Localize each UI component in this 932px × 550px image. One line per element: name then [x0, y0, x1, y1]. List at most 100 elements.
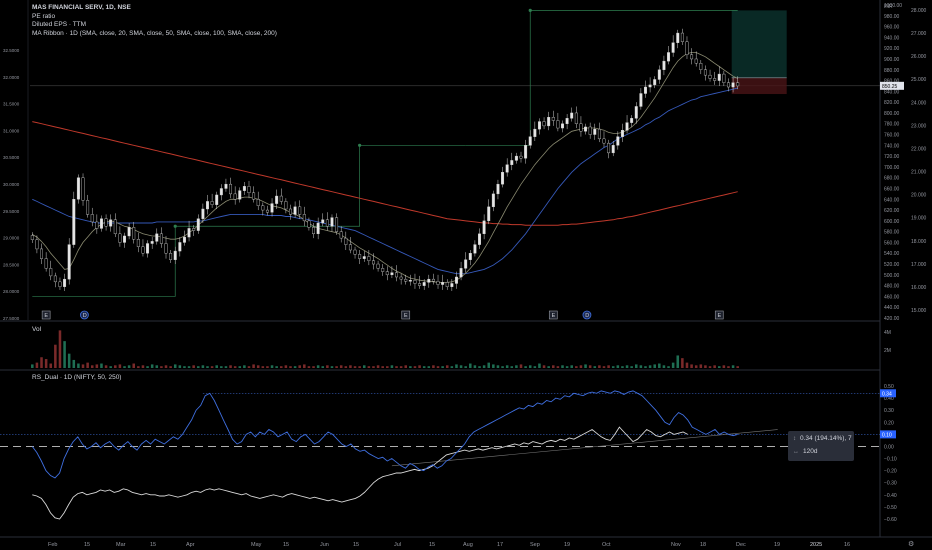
volume-bar	[671, 362, 675, 368]
price-tick-label: 800.00	[884, 111, 900, 117]
volume-bar	[192, 365, 195, 368]
candle-body	[307, 220, 311, 228]
rs-dual-label[interactable]: RS_Dual · 1D (NIFTY, 50, 250)	[32, 374, 122, 381]
rs-value-tag-text: 0.34	[882, 391, 892, 397]
candle-body	[118, 233, 122, 243]
volume-bar	[293, 366, 297, 368]
eps-scale-tick: 26.000	[911, 54, 927, 60]
eps-scale-tick: 18.000	[911, 239, 927, 245]
eps-scale-tick: 27.000	[911, 31, 927, 37]
candle-body	[634, 106, 638, 119]
volume-bar	[621, 366, 624, 368]
volume-bar	[699, 364, 703, 368]
volume-bar	[681, 358, 684, 368]
volume-bar	[146, 366, 149, 368]
candle-body	[510, 160, 514, 165]
price-tick-label: 660.00	[884, 186, 900, 192]
volume-bar	[238, 366, 242, 368]
volume-bar	[183, 366, 186, 368]
volume-bar	[575, 366, 578, 368]
pe-ratio-label[interactable]: PE ratio	[32, 12, 56, 20]
price-tick-label: 760.00	[884, 133, 900, 139]
candle-body	[459, 268, 463, 278]
candle-body	[178, 242, 182, 252]
candle-body	[206, 201, 209, 210]
pe-scale-tick: 28.0000	[3, 289, 20, 294]
x-tick-label: 15	[150, 542, 156, 548]
drawing-anchor	[528, 8, 532, 12]
candle-body	[132, 227, 136, 240]
candle-body	[35, 239, 39, 250]
candle-body	[519, 155, 523, 159]
candle-body	[362, 256, 366, 259]
candle-body	[694, 58, 698, 64]
eps-scale-tick: 16.000	[911, 285, 927, 291]
candle-body	[487, 206, 491, 222]
volume-bar	[625, 365, 629, 368]
ma-ribbon-label[interactable]: MA Ribbon · 1D (SMA, close, 20, SMA, clo…	[32, 29, 277, 37]
x-tick-label: Oct	[602, 542, 611, 548]
eps-scale-tick: 17.000	[911, 262, 927, 268]
price-tick-label: 820.00	[884, 100, 900, 106]
volume-bar	[570, 365, 573, 368]
candle-body	[644, 86, 647, 94]
candle-body	[528, 136, 532, 146]
candle-body	[44, 258, 48, 269]
rs-trendline	[391, 429, 778, 467]
volume-bar	[77, 363, 80, 368]
candle-body	[468, 253, 472, 260]
candle-body	[321, 219, 325, 224]
volume-bar	[160, 366, 163, 368]
volume-bar	[501, 366, 504, 368]
price-tick-label: 500.00	[884, 273, 900, 279]
x-tick-label: Dec	[736, 542, 746, 548]
candle-body	[192, 228, 196, 231]
candle-body	[597, 128, 601, 140]
event-badge-letter: D	[585, 313, 589, 319]
earnings-badge	[548, 310, 558, 320]
volume-bar	[243, 365, 246, 368]
candle-body	[210, 201, 214, 205]
volume-bar	[326, 365, 329, 368]
symbol-title[interactable]: MAS FINANCIAL SERV, 1D, NSE	[32, 4, 131, 11]
candle-body	[464, 259, 468, 269]
candle-body	[620, 129, 624, 137]
dividend-badge	[582, 310, 592, 320]
volume-bar	[611, 366, 615, 368]
volume-bar	[515, 365, 518, 368]
candle-body	[372, 260, 375, 265]
candle-body	[233, 193, 237, 200]
rs-tick-label: 0.50	[884, 384, 894, 390]
drawing-anchor	[173, 224, 177, 228]
candle-body	[109, 219, 113, 227]
price-tick-label: 920.00	[884, 46, 900, 52]
eps-label[interactable]: Diluted EPS · TTM	[32, 21, 87, 29]
candle-body	[58, 281, 62, 287]
pe-scale-tick: 31.5000	[3, 102, 20, 107]
volume-bar	[256, 365, 260, 368]
volume-bar	[602, 366, 606, 368]
candle-body	[123, 235, 126, 243]
sma200-line	[32, 121, 738, 226]
price-tick-label: 1000.00	[884, 3, 902, 9]
eps-scale-tick: 21.000	[911, 170, 927, 176]
candle-body	[63, 278, 67, 287]
rs-tick-label: −0.20	[884, 469, 897, 475]
volume-bar	[381, 366, 384, 368]
volume-bar	[616, 365, 620, 368]
x-tick-label: 16	[844, 542, 850, 548]
candle-body	[381, 268, 385, 272]
volume-bar	[418, 365, 421, 368]
volume-bar	[72, 359, 76, 368]
candle-body	[390, 272, 394, 276]
volume-bar	[404, 365, 408, 368]
volume-bar	[482, 365, 486, 368]
volume-bar	[390, 365, 394, 368]
candle-body	[146, 243, 150, 254]
candle-body	[648, 84, 652, 88]
volume-label[interactable]: Vol	[32, 326, 42, 333]
x-tick-label: Nov	[671, 542, 681, 548]
volume-bar	[247, 366, 251, 368]
candle-body	[496, 183, 500, 195]
